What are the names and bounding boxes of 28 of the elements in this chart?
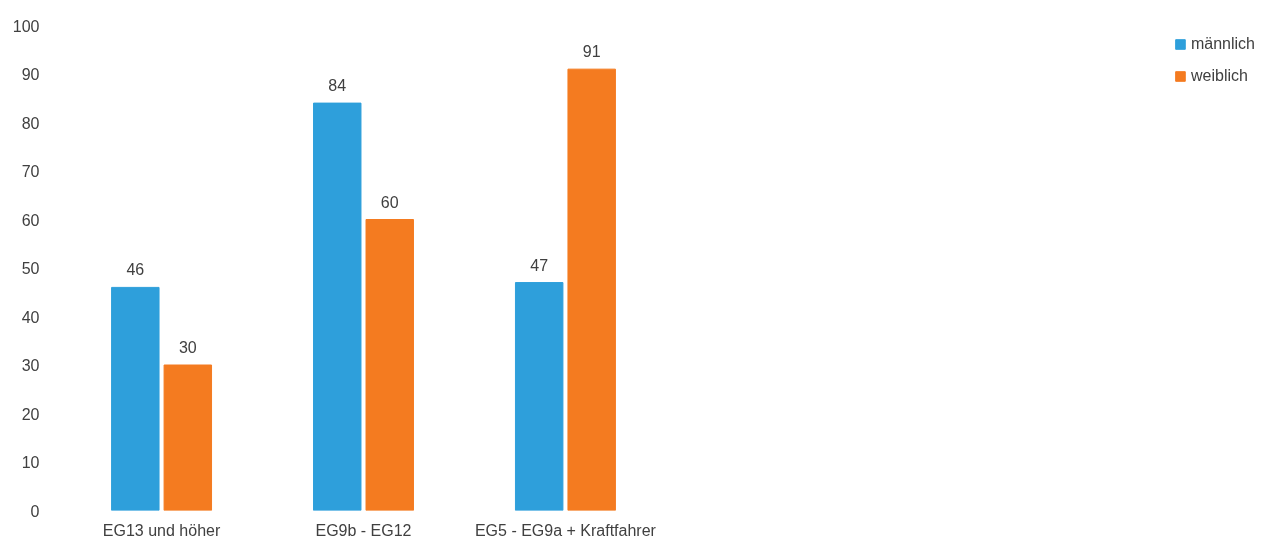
data-label: 60 <box>380 193 399 211</box>
y-tick-label: 50 <box>21 260 40 277</box>
y-tick-label: 20 <box>21 405 40 423</box>
bar <box>313 102 362 511</box>
y-tick-label: 60 <box>21 211 40 229</box>
bar <box>514 282 564 511</box>
bar <box>163 364 213 511</box>
data-label: 84 <box>328 77 347 95</box>
data-label: 46 <box>126 261 145 279</box>
legend-label: weiblich <box>1190 67 1248 85</box>
bar <box>365 219 414 511</box>
data-label: 30 <box>178 339 197 356</box>
legend-label: männlich <box>1190 35 1255 53</box>
y-tick-label: 10 <box>21 454 40 471</box>
y-tick-label: 100 <box>12 17 40 35</box>
x-tick-label: EG9b - EG12 <box>315 521 412 539</box>
y-tick-label: 40 <box>21 308 40 326</box>
y-tick-label: 0 <box>30 502 40 520</box>
bar <box>111 286 160 511</box>
data-label: 91 <box>582 43 601 61</box>
x-tick-label: EG5 - EG9a + Kraftfahrer <box>474 521 657 539</box>
data-label: 47 <box>530 256 549 274</box>
y-tick-label: 30 <box>21 357 40 374</box>
y-tick-label: 90 <box>21 66 40 83</box>
x-tick-label: EG13 und höher <box>102 521 221 539</box>
bar <box>567 68 616 511</box>
y-tick-label: 80 <box>21 114 40 132</box>
y-tick-label: 70 <box>21 163 40 180</box>
